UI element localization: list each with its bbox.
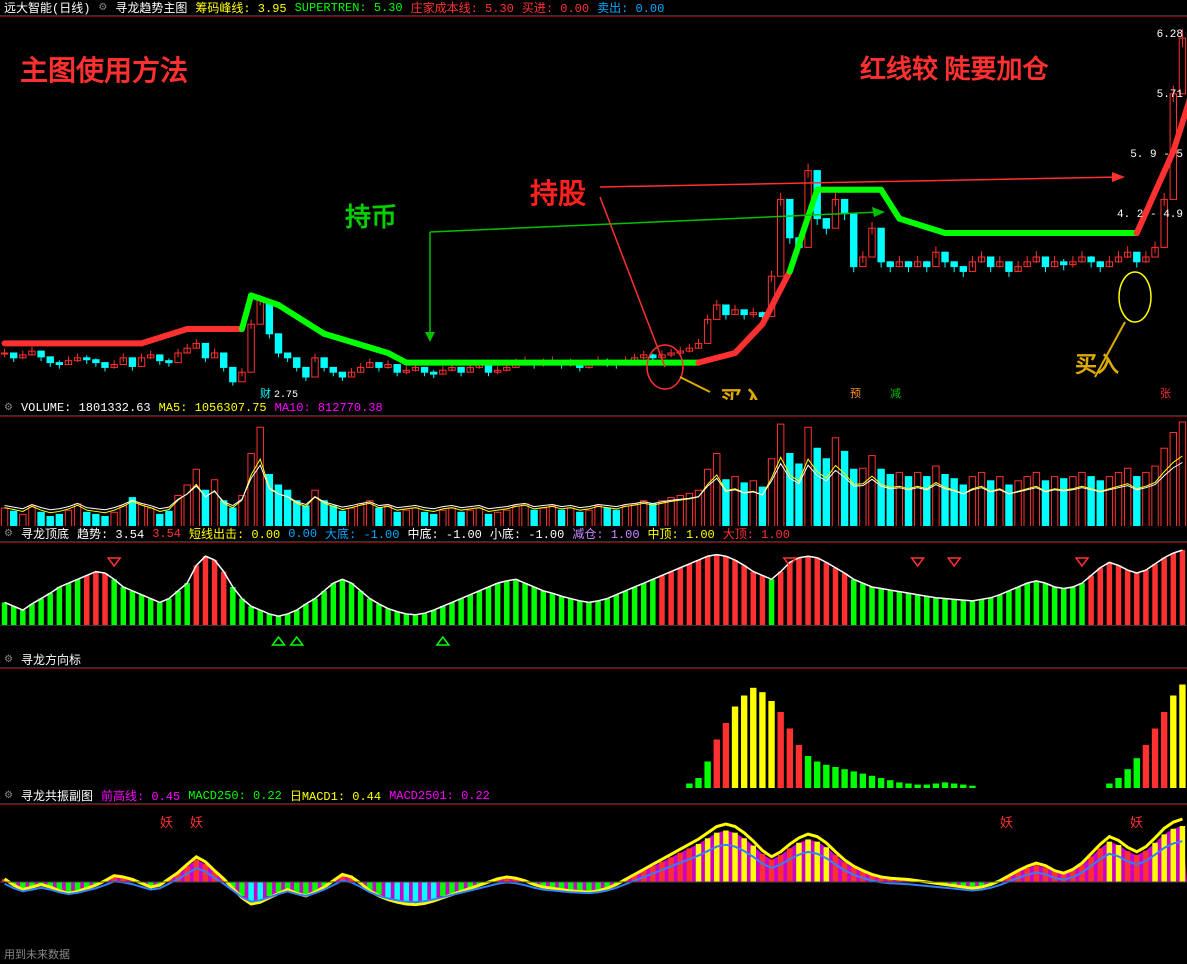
svg-text:妖: 妖	[160, 816, 173, 831]
svg-text:妖: 妖	[1130, 816, 1143, 831]
indicator-name: 寻龙趋势主图	[115, 0, 187, 16]
gear-icon: ⚙	[4, 528, 13, 540]
res-svg: 妖妖妖妖	[0, 805, 1187, 944]
ind1-svg	[0, 543, 1187, 652]
gear-icon: ⚙	[4, 402, 13, 414]
res-header: ⚙ 寻龙共振副图 前高线: 0.45 MACD250: 0.22 日MACD1:…	[0, 788, 1187, 804]
svg-text:2.75: 2.75	[274, 390, 298, 400]
main-chart-panel[interactable]: 6.285.715. 9 - 54. 2 - 4.9财预减张2.75 主图使用方…	[0, 16, 1187, 400]
svg-text:减: 减	[890, 387, 901, 400]
main-header: 远大智能(日线) ⚙ 寻龙趋势主图 筹码峰线: 3.95 SUPERTREN: …	[0, 0, 1187, 16]
gear-icon: ⚙	[4, 654, 13, 666]
svg-text:5.71: 5.71	[1157, 89, 1184, 101]
volume-panel[interactable]	[0, 416, 1187, 526]
stock-name: 远大智能(日线)	[4, 0, 90, 16]
svg-text:6.28: 6.28	[1157, 29, 1183, 41]
dir-header: ⚙ 寻龙方向标	[0, 652, 1187, 668]
dir-panel[interactable]	[0, 668, 1187, 788]
ind1-panel[interactable]	[0, 542, 1187, 652]
svg-text:妖: 妖	[190, 816, 203, 831]
gear-icon: ⚙	[98, 2, 107, 14]
svg-text:财: 财	[260, 386, 271, 400]
ind1-header: ⚙ 寻龙顶底 趋势: 3.54 3.54 短线出击: 0.00 0.00 大底:…	[0, 526, 1187, 542]
gear-icon: ⚙	[4, 790, 13, 802]
main-chart-svg: 6.28 5.71 5. 9 - 5 4. 2 - 4.9 财 预 减 张 2.75	[0, 17, 1187, 400]
svg-text:张: 张	[1160, 387, 1171, 400]
svg-text:预: 预	[850, 387, 861, 400]
svg-text:4. 2 - 4.9: 4. 2 - 4.9	[1117, 209, 1183, 221]
res-panel[interactable]: 妖妖妖妖	[0, 804, 1187, 944]
svg-text:5. 9 - 5: 5. 9 - 5	[1130, 149, 1183, 161]
volume-header: ⚙ VOLUME: 1801332.63 MA5: 1056307.75 MA1…	[0, 400, 1187, 416]
footer-text: 用到未来数据	[0, 944, 1187, 964]
svg-text:妖: 妖	[1000, 816, 1013, 831]
volume-svg	[0, 417, 1187, 526]
dir-svg	[0, 669, 1187, 788]
